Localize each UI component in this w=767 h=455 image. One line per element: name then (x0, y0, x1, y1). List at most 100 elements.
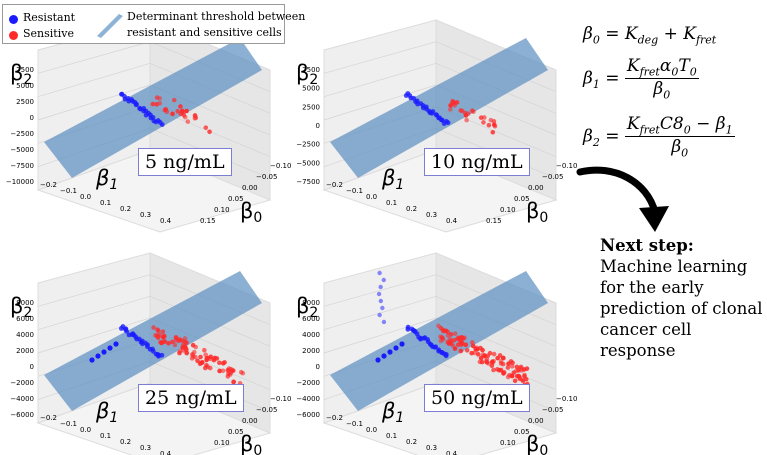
legend-threshold-line2: resistant and sensitive cells (127, 26, 282, 39)
legend-plane-marker (97, 14, 123, 38)
resistant-point (380, 305, 385, 311)
sensitive-point (491, 351, 497, 357)
sensitive-point (222, 360, 227, 365)
z-tick-label: 5000 (16, 82, 34, 90)
sensitive-point (154, 102, 160, 107)
sensitive-point (160, 329, 166, 335)
next-step-box: Next step: Machine learning for the earl… (600, 235, 767, 361)
z-tick-label: −5000 (10, 146, 34, 154)
sensitive-point (484, 360, 490, 365)
next-step-heading: Next step: (600, 236, 694, 255)
sensitive-point (231, 379, 236, 385)
sensitive-point (505, 365, 511, 370)
resistant-point (156, 352, 161, 358)
threshold-plane (44, 271, 262, 411)
grid-line (37, 84, 151, 121)
equation-beta0: β0 = Kdeg + Kfret (583, 24, 717, 47)
resistant-point (89, 357, 95, 363)
z-tick-label: −6000 (296, 411, 320, 419)
sensitive-point (217, 360, 222, 366)
resistant-point (433, 344, 439, 350)
sensitive-point (508, 359, 514, 364)
sensitive-point (193, 344, 199, 350)
sensitive-point (495, 355, 500, 361)
sensitive-point (170, 339, 175, 345)
threshold-plane (330, 38, 548, 178)
sensitive-point (220, 368, 226, 374)
sensitive-point (207, 365, 213, 371)
sensitive-point (511, 370, 517, 375)
z-tick-label: −2500 (296, 141, 320, 149)
sensitive-point (180, 345, 186, 350)
sensitive-point (240, 370, 246, 376)
z-tick-label: 4000 (302, 331, 320, 339)
z-tick-label: 8000 (302, 299, 320, 307)
resistant-point (159, 352, 165, 358)
sensitive-point (160, 334, 166, 340)
sensitive-point (225, 374, 231, 379)
x-tick-label: −0.10 (270, 162, 291, 170)
panel-label-10: 10 ng/mL (424, 148, 530, 176)
sensitive-point (177, 348, 183, 354)
legend-resistant-label: Resistant (23, 11, 76, 24)
resistant-point (399, 341, 405, 347)
resistant-point (95, 353, 101, 359)
grid-line (323, 62, 437, 98)
sensitive-point (438, 338, 444, 344)
sensitive-point (458, 108, 463, 113)
resistant-point (375, 357, 381, 363)
z-tick-label: 5000 (302, 85, 320, 93)
next-step-text: Machine learning for the early predictio… (600, 257, 763, 360)
y-tick-label: 0.2 (406, 205, 417, 213)
sensitive-point (498, 358, 504, 364)
z-tick-label: −4000 (296, 395, 320, 403)
panel-label-5: 5 ng/mL (138, 148, 232, 176)
sensitive-point (155, 327, 160, 332)
sensitive-point (470, 343, 476, 349)
sensitive-point (481, 120, 486, 125)
sensitive-point (478, 355, 484, 361)
sensitive-point (517, 375, 523, 380)
x-tick-label: 0.10 (500, 439, 516, 447)
x-tick-label: 0.05 (514, 195, 530, 203)
z-tick-label: −7500 (10, 162, 34, 170)
z-tick-label: −7500 (296, 178, 320, 186)
resistant-point (405, 326, 411, 332)
sensitive-point (509, 364, 515, 369)
sensitive-point (459, 342, 464, 348)
x-tick-label: −0.05 (256, 173, 277, 181)
y-tick-label: 0.1 (100, 199, 111, 207)
z-tick-label: 2000 (302, 347, 320, 355)
sensitive-point (458, 348, 464, 354)
x-tick-label: 0.10 (214, 206, 230, 214)
sensitive-point (501, 370, 506, 376)
sensitive-point (514, 364, 520, 370)
sensitive-point (204, 356, 210, 361)
sensitive-point (447, 336, 453, 342)
sensitive-point (179, 108, 185, 114)
z-tick-label: −4000 (10, 395, 34, 403)
sensitive-point (230, 368, 236, 373)
x-tick-label: 0.05 (228, 195, 244, 203)
y-tick-label: 0.3 (426, 444, 437, 452)
sensitive-point (197, 361, 203, 367)
z-tick-label: −2000 (296, 379, 320, 387)
legend: Resistant Sensitive Determinant threshol… (2, 4, 305, 44)
sensitive-point (471, 109, 476, 114)
resistant-point (438, 117, 444, 123)
resistant-point (150, 346, 155, 352)
y-tick-label: 0.1 (100, 432, 111, 440)
panel-label-50: 50 ng/mL (424, 384, 530, 412)
sensitive-point (436, 323, 441, 329)
next-step-arrow (576, 166, 669, 232)
resistant-point (134, 101, 139, 107)
x-tick-label: 0.00 (242, 417, 258, 425)
sensitive-point (154, 95, 160, 100)
equation-beta1: β1 = Kfretα0T0 β0 (583, 56, 699, 102)
y-tick-label: 0.3 (140, 444, 151, 452)
x-tick-label: 0.00 (528, 184, 544, 192)
sensitive-point (208, 354, 213, 360)
resistant-point (107, 345, 113, 351)
